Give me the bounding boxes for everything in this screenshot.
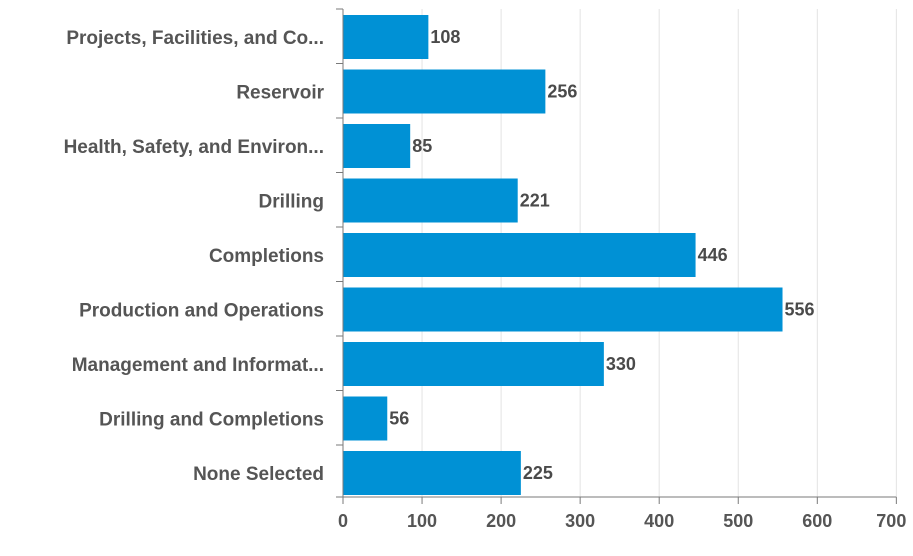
labels: 0 100 200 300 400 500 600 700 108 Projects, Facil… [64, 27, 907, 531]
value-label: 256 [547, 82, 577, 102]
category-label: Completions [209, 246, 324, 267]
value-label: 108 [430, 27, 460, 47]
bar [343, 233, 696, 277]
x-tick-label: 0 [338, 511, 348, 531]
bar [343, 124, 411, 168]
category-label: None Selected [193, 464, 324, 485]
category-label: Health, Safety, and Environ... [64, 137, 324, 158]
bar [343, 69, 546, 114]
bar [343, 178, 518, 223]
value-label: 56 [389, 409, 409, 429]
category-label: Drilling and Completions [99, 410, 324, 431]
bar [343, 342, 604, 386]
x-tick-label: 200 [486, 511, 516, 531]
value-label: 446 [698, 245, 728, 265]
x-tick-label: 300 [565, 511, 595, 531]
bars [343, 15, 783, 495]
x-tick-label: 100 [407, 511, 437, 531]
category-label: Production and Operations [79, 301, 324, 322]
bar [343, 451, 521, 495]
bar [343, 396, 388, 441]
bar [343, 287, 783, 332]
category-label: Reservoir [236, 83, 324, 104]
category-label: Drilling [259, 192, 324, 213]
x-tick-label: 700 [876, 511, 906, 531]
value-label: 221 [520, 191, 550, 211]
bar [343, 15, 429, 59]
value-label: 330 [606, 354, 636, 374]
x-tick-label: 400 [644, 511, 674, 531]
value-label: 556 [785, 300, 815, 320]
category-label: Projects, Facilities, and Co... [66, 28, 324, 49]
value-label: 85 [412, 136, 432, 156]
value-label: 225 [523, 463, 553, 483]
axes [336, 8, 897, 504]
category-label: Management and Informat... [72, 355, 324, 376]
x-tick-label: 600 [802, 511, 832, 531]
x-tick-label: 500 [723, 511, 753, 531]
